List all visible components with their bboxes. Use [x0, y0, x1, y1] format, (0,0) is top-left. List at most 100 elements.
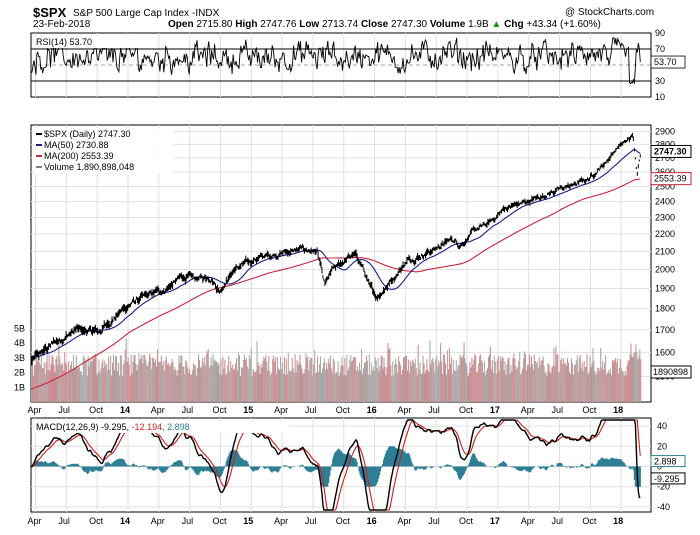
volume-bar [130, 354, 132, 402]
volume-bar [448, 347, 450, 402]
volume-bar [479, 355, 481, 402]
close-price-tag [650, 144, 692, 158]
volume-bar [201, 358, 203, 402]
volume-bar [419, 362, 421, 402]
volume-bar [117, 363, 119, 402]
volume-bar [169, 366, 171, 402]
volume-bar [459, 354, 461, 402]
volume-bar [65, 362, 67, 402]
macd-legend-bg [34, 421, 289, 433]
volume-bar [484, 360, 486, 402]
volume-bar [405, 355, 407, 402]
volume-bar [214, 359, 216, 402]
volume-bar [350, 354, 352, 402]
volume-bar [614, 358, 616, 402]
volume-bar [597, 367, 599, 402]
volume-bar [493, 355, 495, 402]
volume-bar [121, 375, 123, 402]
volume-bar [274, 361, 276, 402]
volume-bar [404, 355, 406, 402]
volume-bar [307, 356, 309, 402]
volume-bar [223, 368, 225, 402]
legend-entry: MA(200) 2553.39 [44, 151, 114, 161]
volume-bar [628, 359, 630, 402]
volume-bar [381, 355, 383, 402]
volume-bar [102, 359, 104, 402]
volume-bar [387, 342, 389, 402]
volume-bar [376, 368, 378, 402]
volume-bar [182, 366, 184, 402]
macd-hist-tag [650, 455, 686, 468]
volume-bar [636, 352, 638, 402]
volume-bar [332, 358, 334, 402]
volume-bar [334, 373, 336, 402]
price-x-tick-label: Apr [397, 405, 411, 415]
volume-bar [621, 371, 623, 402]
price-x-tick-label: Oct [212, 405, 227, 415]
volume-bar [140, 358, 142, 402]
volume-bar [219, 374, 221, 402]
volume-bar [328, 363, 330, 402]
volume-bar [195, 365, 197, 402]
volume-bar [503, 370, 505, 402]
volume-y-tick-label: 2B [14, 368, 25, 378]
volume-bar [256, 341, 258, 402]
volume-bar [323, 358, 325, 402]
volume-bar [124, 349, 126, 402]
volume-bar [595, 375, 597, 402]
legend-entry: Volume 1,890,898,048 [44, 162, 134, 172]
volume-bar [139, 359, 141, 402]
volume-bar [348, 367, 350, 402]
price-y-tick-label: 2000 [655, 264, 675, 274]
volume-bar [259, 373, 261, 402]
volume-bar [159, 361, 161, 402]
rsi-y-tick-label: 10 [655, 92, 665, 102]
volume-bar [429, 340, 431, 402]
volume-bar [494, 361, 496, 402]
volume-bar [461, 357, 463, 402]
volume-bar [611, 359, 613, 402]
volume-bar [495, 373, 497, 402]
price-legend-bg [34, 128, 174, 174]
price-y-tick-label: 1700 [655, 325, 675, 335]
volume-bar [444, 354, 446, 402]
volume-bar [252, 369, 254, 402]
volume-bar [264, 358, 266, 402]
volume-bar [504, 361, 506, 402]
volume-bar [357, 366, 359, 402]
volume-bar [627, 360, 629, 402]
volume-bar [128, 364, 130, 402]
volume-bar [468, 372, 470, 402]
volume-bar [548, 364, 550, 402]
volume-bar [283, 357, 285, 402]
volume-bar [364, 362, 366, 402]
volume-bar [244, 359, 246, 402]
volume-bar [542, 356, 544, 402]
volume-bar [478, 363, 480, 402]
volume-bar [306, 358, 308, 402]
volume-bar [352, 359, 354, 402]
volume-bar [577, 372, 579, 402]
volume-bar [84, 360, 86, 402]
volume-bar [289, 370, 291, 402]
volume-bar [505, 374, 507, 402]
volume-bar [53, 365, 55, 402]
volume-bar [204, 365, 206, 402]
volume-bar [446, 350, 448, 402]
volume-bar [417, 344, 419, 402]
volume-bar [76, 368, 78, 402]
volume-bar [420, 374, 422, 402]
volume-bar [512, 358, 514, 402]
volume-bar [246, 366, 248, 402]
volume-bar [294, 354, 296, 402]
volume-bar [531, 363, 533, 402]
volume-bar [602, 360, 604, 402]
volume-bar [347, 370, 349, 402]
volume-bar [538, 356, 540, 402]
volume-bar [474, 354, 476, 402]
volume-bar [78, 367, 80, 402]
volume-bar [336, 372, 338, 402]
close-price-tag-label: 2747.30 [654, 146, 687, 156]
volume-bar [451, 373, 453, 402]
volume-bar [359, 362, 361, 402]
